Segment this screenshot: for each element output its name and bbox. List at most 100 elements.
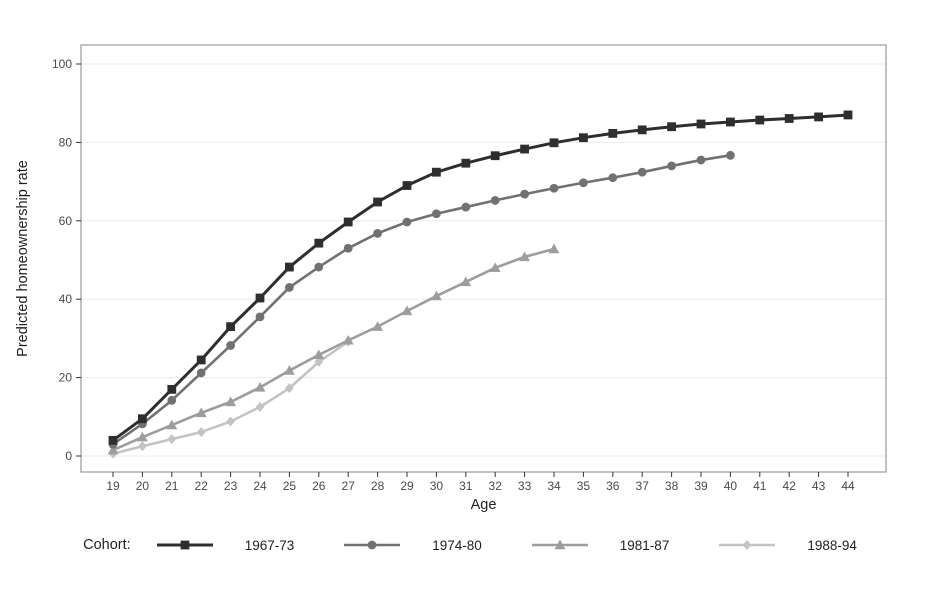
data-point — [373, 228, 382, 238]
x-tick-label: 39 — [694, 479, 708, 493]
legend-title: Cohort: — [83, 537, 131, 553]
data-point — [519, 251, 530, 262]
x-tick-label: 36 — [606, 479, 620, 493]
data-point — [814, 112, 823, 122]
data-point — [255, 312, 265, 322]
data-point — [138, 414, 147, 424]
legend-label: 1967-73 — [244, 537, 295, 553]
data-point — [343, 243, 353, 253]
x-tick-label: 20 — [136, 479, 150, 493]
x-tick-label: 26 — [312, 479, 326, 493]
legend-entry-1988-94: 1988-94 — [719, 536, 857, 554]
data-point — [196, 427, 206, 438]
data-point — [167, 395, 177, 405]
data-point — [549, 183, 559, 193]
data-point — [490, 151, 500, 161]
data-point — [225, 396, 236, 407]
data-point — [726, 150, 735, 160]
data-point — [226, 416, 235, 427]
data-point — [401, 305, 413, 316]
legend-entry-1981-87: 1981-87 — [531, 536, 670, 554]
y-axis-title: Predicted homeownership rate — [15, 160, 31, 357]
data-point — [255, 293, 265, 303]
x-tick-label: 19 — [106, 479, 120, 493]
x-tick-label: 41 — [753, 479, 767, 493]
x-tick-label: 31 — [459, 479, 473, 493]
x-tick-label: 27 — [342, 479, 356, 493]
data-point — [402, 181, 412, 190]
y-tick-label: 100 — [52, 57, 72, 71]
data-point — [667, 161, 676, 171]
data-point — [372, 321, 383, 331]
data-point — [167, 384, 177, 394]
x-axis: 19 20 21 22 23 24 25 26 27 28 29 30 31 32 33 34 35 36 37 38… — [106, 472, 855, 493]
data-point — [196, 355, 206, 365]
data-point — [285, 283, 294, 292]
x-tick-label: 32 — [489, 479, 503, 493]
data-point — [226, 322, 235, 332]
data-point — [460, 276, 472, 287]
legend-swatch-circle-icon — [344, 540, 401, 550]
x-tick-label: 25 — [283, 479, 297, 493]
data-point — [342, 334, 354, 345]
x-tick-label: 44 — [841, 479, 855, 493]
series-line — [111, 247, 556, 452]
x-tick-label: 23 — [224, 479, 238, 493]
panel-border — [80, 44, 887, 473]
x-tick-label: 37 — [636, 479, 650, 493]
data-point — [285, 262, 294, 272]
data-point — [314, 356, 324, 367]
data-point — [548, 243, 560, 254]
data-point — [431, 290, 442, 301]
chart-canvas: 19 20 21 22 23 24 25 26 27 28 29 30 31 32 33 34 35 36 37 38… — [15, 44, 887, 513]
legend-entry-1974-80: 1974-80 — [344, 536, 482, 554]
legend-swatch-diamond-icon — [719, 540, 776, 550]
data-point — [255, 402, 265, 412]
data-point — [579, 178, 588, 188]
y-tick-label: 20 — [59, 371, 73, 385]
series-line — [111, 113, 850, 442]
data-point — [696, 155, 706, 165]
x-tick-label: 30 — [430, 479, 444, 493]
x-tick-label: 34 — [547, 479, 561, 493]
data-point — [284, 365, 295, 375]
legend-entry-1967-73: 1967-73 — [156, 536, 295, 554]
legend-label: 1974-80 — [432, 537, 482, 553]
y-tick-label: 60 — [59, 214, 73, 228]
data-point — [755, 115, 765, 125]
data-point — [226, 341, 236, 350]
data-point — [461, 158, 471, 168]
data-point — [784, 114, 794, 123]
x-tick-label: 22 — [195, 479, 209, 493]
legend-swatch-triangle-icon — [531, 539, 588, 550]
data-point — [313, 349, 325, 360]
gridlines — [81, 63, 886, 457]
data-point — [373, 197, 382, 207]
legend-swatch-square-icon — [156, 540, 213, 550]
data-point — [520, 144, 529, 154]
chart-legend: Cohort: 1967-73 1974-80 1981-87 1988-94 — [0, 536, 940, 554]
x-axis-title: Age — [471, 497, 497, 513]
x-tick-label: 24 — [253, 479, 267, 493]
x-tick-label: 29 — [400, 479, 414, 493]
data-point — [489, 262, 501, 273]
data-point — [367, 540, 377, 550]
data-point — [343, 217, 353, 227]
data-point — [137, 431, 148, 442]
x-tick-label: 33 — [518, 479, 532, 493]
legend-label: 1988-94 — [807, 537, 857, 553]
data-point — [138, 441, 147, 452]
data-point — [843, 110, 853, 120]
data-point — [167, 434, 177, 445]
data-point — [432, 167, 441, 177]
data-point — [180, 540, 190, 550]
data-point — [490, 196, 500, 205]
series-line — [111, 154, 732, 446]
x-tick-label: 43 — [812, 479, 826, 493]
data-point — [608, 128, 618, 138]
data-point — [696, 119, 706, 129]
data-point — [196, 368, 206, 378]
series-1981-87 — [107, 243, 560, 455]
legend-label: 1981-87 — [619, 537, 670, 553]
